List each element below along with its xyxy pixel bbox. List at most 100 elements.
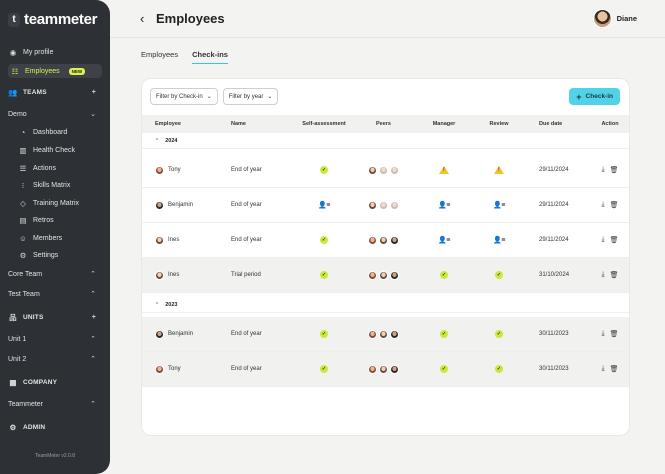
- peers-status[interactable]: [360, 153, 407, 187]
- download-icon[interactable]: ⤓: [601, 236, 605, 243]
- checkins-card: Filter by Check-in ⌄ Filter by year ⌄ + …: [141, 78, 630, 436]
- sidebar-item-settings[interactable]: ⚙ Settings: [18, 248, 102, 262]
- download-icon[interactable]: ⤓: [601, 365, 605, 372]
- review-status[interactable]: ✓: [472, 352, 526, 386]
- employee-name: Ines: [168, 237, 180, 243]
- column-header[interactable]: Review: [489, 121, 509, 127]
- self-assessment-status[interactable]: ✓: [290, 153, 358, 187]
- sidebar-section-units[interactable]: 品 UNITS +: [8, 310, 102, 324]
- sidebar-team-core-team[interactable]: Core Team ⌃: [8, 267, 102, 281]
- self-assessment-status[interactable]: ✓: [290, 317, 358, 351]
- sidebar-item-skills-matrix[interactable]: ⁝ Skills Matrix: [18, 178, 102, 192]
- assigned-person-icon: 👤≡: [493, 202, 505, 209]
- employee-name: Ines: [168, 272, 180, 278]
- filter-by-checkin-select[interactable]: Filter by Check-in ⌄: [150, 88, 218, 105]
- table-row[interactable]: Tony End of year ✓ ✓ ✓ 30/11/2023 ⤓ 🗑: [142, 352, 629, 387]
- trash-icon[interactable]: 🗑: [609, 237, 619, 244]
- peers-status[interactable]: [360, 352, 407, 386]
- trash-icon[interactable]: 🗑: [609, 202, 619, 209]
- manager-status[interactable]: !: [417, 153, 471, 187]
- column-header[interactable]: Employee: [155, 121, 181, 127]
- sidebar-item-health-check[interactable]: ▥ Health Check: [18, 143, 102, 157]
- sidebar-item-employees[interactable]: ☷ Employees NEW: [8, 64, 102, 78]
- year-group-header[interactable]: ⌃ 2024: [142, 133, 629, 149]
- trash-icon[interactable]: 🗑: [609, 331, 619, 338]
- sidebar-section-teams[interactable]: 👥 TEAMS +: [8, 85, 102, 99]
- add-unit-icon[interactable]: +: [91, 313, 96, 321]
- review-status[interactable]: 👤≡: [472, 188, 526, 222]
- manager-status[interactable]: 👤≡: [417, 223, 471, 257]
- column-header[interactable]: Name: [231, 121, 246, 127]
- user-menu[interactable]: Diane: [592, 9, 637, 28]
- column-header[interactable]: Due date: [539, 121, 563, 127]
- self-assessment-status[interactable]: ✓: [290, 223, 358, 257]
- sidebar-unit-1[interactable]: Unit 1 ⌃: [8, 332, 102, 346]
- column-header[interactable]: Manager: [432, 121, 456, 127]
- column-header[interactable]: Peers: [376, 121, 391, 127]
- table-row[interactable]: Benjamin End of year 👤≡ 👤≡ 👤≡ 29/11/2024 ⤓ 🗑: [142, 188, 629, 223]
- year-group-header[interactable]: ⌃ 2023: [142, 297, 629, 313]
- review-status[interactable]: ✓: [472, 317, 526, 351]
- gear-icon: ⚙: [9, 422, 17, 432]
- back-chevron-icon[interactable]: ‹: [140, 11, 145, 26]
- download-icon[interactable]: ⤓: [601, 166, 605, 173]
- self-assessment-status[interactable]: ✓: [290, 258, 358, 292]
- filter-by-year-select[interactable]: Filter by year ⌄: [222, 88, 279, 105]
- avatar: [379, 200, 388, 210]
- review-status[interactable]: ✓: [472, 258, 526, 292]
- table-row[interactable]: Ines End of year ✓ 👤≡ 👤≡ 29/11/2024 ⤓ 🗑: [142, 223, 629, 258]
- review-status[interactable]: !: [472, 153, 526, 187]
- peers-status[interactable]: [360, 223, 407, 257]
- table-row[interactable]: Benjamin End of year ✓ ✓ ✓ 30/11/2023 ⤓ 🗑: [142, 317, 629, 352]
- due-date: 31/10/2024: [539, 272, 570, 278]
- column-header[interactable]: Self-assessment: [302, 121, 346, 127]
- trash-icon[interactable]: 🗑: [609, 366, 619, 373]
- sidebar-item-label: Actions: [33, 164, 56, 172]
- avatar: [155, 270, 164, 280]
- sidebar-team-demo[interactable]: Demo ⌄: [8, 107, 102, 121]
- manager-status[interactable]: ✓: [417, 317, 471, 351]
- employee-cell: Benjamin: [155, 188, 193, 222]
- check-circle-icon: ✓: [495, 365, 503, 373]
- trash-icon[interactable]: 🗑: [609, 272, 619, 279]
- download-icon[interactable]: ⤓: [601, 330, 605, 337]
- table-row[interactable]: Tony End of year ✓!! 29/11/2024 ⤓ 🗑: [142, 153, 629, 188]
- chevron-up-icon: ⌃: [155, 301, 160, 308]
- peers-status[interactable]: [360, 258, 407, 292]
- tab-employees[interactable]: Employees: [141, 50, 179, 59]
- peers-status[interactable]: [360, 317, 407, 351]
- manager-status[interactable]: ✓: [417, 352, 471, 386]
- sidebar-section-admin[interactable]: ⚙ ADMIN: [8, 420, 102, 434]
- sidebar-item-my-profile[interactable]: ◉ My profile: [8, 45, 102, 59]
- employee-cell: Tony: [155, 352, 181, 386]
- self-assessment-status[interactable]: 👤≡: [290, 188, 358, 222]
- table-header: Employee Name Self-assessment Peers Mana…: [142, 115, 629, 133]
- manager-status[interactable]: ✓: [417, 258, 471, 292]
- sidebar-item-actions[interactable]: ☰ Actions: [18, 161, 102, 175]
- chevron-up-icon: ⌃: [155, 137, 160, 144]
- sidebar-item-members[interactable]: ☺ Members: [18, 231, 102, 245]
- manager-status[interactable]: 👤≡: [417, 188, 471, 222]
- sidebar-item-training-matrix[interactable]: ◇ Training Matrix: [18, 196, 102, 210]
- year-label: 2023: [165, 301, 178, 308]
- trash-icon[interactable]: 🗑: [609, 167, 619, 174]
- org-chart-icon: 品: [9, 312, 17, 322]
- logo[interactable]: t teammeter: [8, 11, 97, 28]
- sidebar-item-retros[interactable]: ▤ Retros: [18, 213, 102, 227]
- sidebar-section-company[interactable]: ▦ COMPANY: [8, 375, 102, 389]
- add-checkin-button[interactable]: + Check-in: [569, 88, 620, 105]
- employee-name: Tony: [168, 366, 181, 372]
- peers-status[interactable]: [360, 188, 407, 222]
- sidebar-unit-2[interactable]: Unit 2 ⌃: [8, 352, 102, 366]
- download-icon[interactable]: ⤓: [601, 271, 605, 278]
- sidebar-team-test-team[interactable]: Test Team ⌃: [8, 287, 102, 301]
- download-icon[interactable]: ⤓: [601, 201, 605, 208]
- add-team-icon[interactable]: +: [91, 88, 96, 96]
- sidebar-item-dashboard[interactable]: ◔ Dashboard: [18, 125, 102, 139]
- review-status[interactable]: 👤≡: [472, 223, 526, 257]
- gear-icon: ⚙: [19, 250, 27, 260]
- self-assessment-status[interactable]: ✓: [290, 352, 358, 386]
- sidebar-company-teammeter[interactable]: Teammeter ⌃: [8, 397, 102, 411]
- table-row[interactable]: Ines Trial period ✓ ✓ ✓ 31/10/2024 ⤓ 🗑: [142, 258, 629, 293]
- tab-check-ins[interactable]: Check-ins: [192, 50, 228, 64]
